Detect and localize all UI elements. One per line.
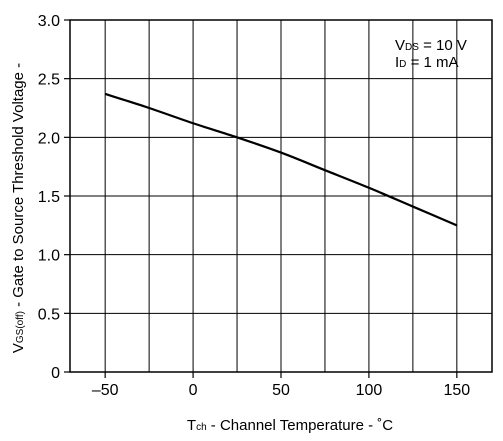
x-tick-label: 150 xyxy=(443,382,470,399)
x-tick-label: 50 xyxy=(272,382,290,399)
x-tick-label: –50 xyxy=(92,382,119,399)
vgs-off-curve xyxy=(104,92,458,227)
x-axis-title: Tch - Channel Temperature - ˚C xyxy=(187,417,393,434)
y-tick-label: 0.5 xyxy=(38,306,60,323)
y-tick-label: 2.0 xyxy=(38,130,60,147)
x-tick-label: 100 xyxy=(356,382,383,399)
y-tick-label: 3.0 xyxy=(38,13,60,30)
y-tick-label: 0 xyxy=(51,365,60,382)
annotation-id: ID = 1 mA xyxy=(395,54,459,71)
y-tick-label: 2.5 xyxy=(38,72,60,89)
annotation-vds: VDS = 10 V xyxy=(395,37,467,54)
grid-lines xyxy=(70,20,492,372)
y-tick-labels: 0 0.5 1.0 1.5 2.0 2.5 3.0 xyxy=(38,13,60,382)
y-tick-label: 1.0 xyxy=(38,248,60,265)
axis-ticks xyxy=(64,19,458,378)
x-tick-labels: –50 0 50 100 150 xyxy=(92,382,470,399)
x-tick-label: 0 xyxy=(189,382,198,399)
y-axis-title: VGS(off) - Gate to Source Threshold Volt… xyxy=(10,63,27,353)
y-tick-label: 1.5 xyxy=(38,189,60,206)
